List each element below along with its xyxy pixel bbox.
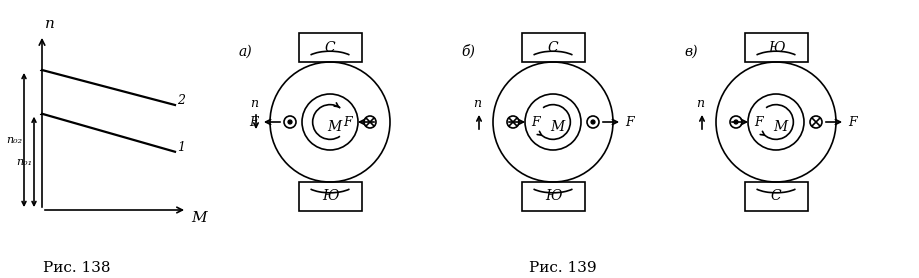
Text: n: n bbox=[45, 17, 55, 31]
Text: n: n bbox=[250, 97, 258, 110]
Text: С: С bbox=[324, 41, 335, 54]
Text: Ю: Ю bbox=[322, 189, 338, 203]
Text: Рис. 139: Рис. 139 bbox=[529, 261, 596, 275]
Text: С: С bbox=[771, 189, 781, 203]
Text: Ю: Ю bbox=[545, 189, 562, 203]
Text: F: F bbox=[249, 115, 258, 128]
Text: М: М bbox=[327, 120, 341, 134]
Text: n₀₁: n₀₁ bbox=[16, 157, 32, 167]
Text: Ю: Ю bbox=[767, 41, 784, 54]
Circle shape bbox=[591, 120, 595, 124]
Bar bbox=[521, 182, 584, 211]
Text: F: F bbox=[754, 115, 763, 128]
Text: n: n bbox=[473, 97, 481, 110]
Text: М: М bbox=[773, 120, 788, 134]
Text: F: F bbox=[848, 115, 857, 128]
Circle shape bbox=[734, 120, 738, 124]
Text: а): а) bbox=[238, 45, 252, 59]
Text: Рис. 138: Рис. 138 bbox=[43, 261, 111, 275]
Circle shape bbox=[288, 120, 292, 124]
Text: F: F bbox=[344, 115, 352, 128]
Text: n: n bbox=[696, 97, 704, 110]
Bar bbox=[744, 33, 808, 62]
Text: M: M bbox=[191, 211, 207, 225]
Text: М: М bbox=[550, 120, 564, 134]
Bar bbox=[299, 182, 361, 211]
Text: 1: 1 bbox=[177, 141, 185, 154]
Bar bbox=[521, 33, 584, 62]
Bar bbox=[744, 182, 808, 211]
Bar bbox=[299, 33, 361, 62]
Text: F: F bbox=[625, 115, 633, 128]
Text: 2: 2 bbox=[177, 95, 185, 108]
Text: С: С bbox=[548, 41, 559, 54]
Text: в): в) bbox=[685, 45, 698, 59]
Text: n₀₂: n₀₂ bbox=[6, 135, 22, 145]
Text: б): б) bbox=[461, 45, 475, 59]
Text: F: F bbox=[531, 115, 539, 128]
